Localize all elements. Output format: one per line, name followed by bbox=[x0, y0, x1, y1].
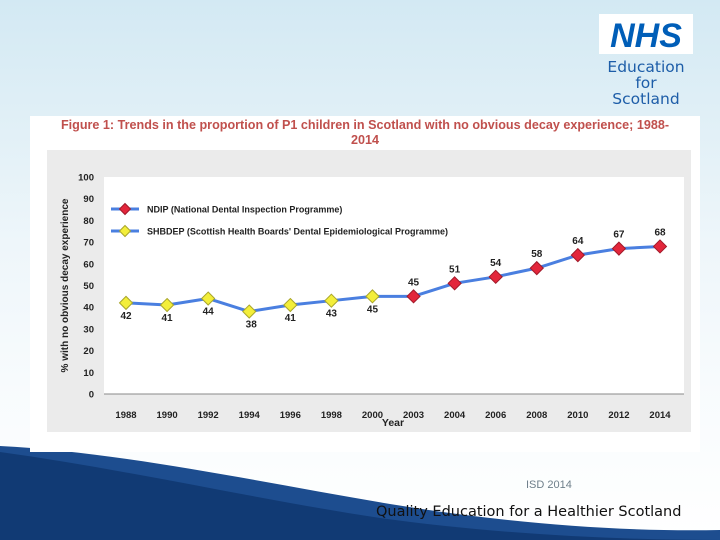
ndip-point bbox=[652, 239, 668, 254]
x-tick-label: 1988 bbox=[115, 410, 136, 421]
y-tick-label: 50 bbox=[83, 281, 94, 292]
logo-line-education: Education bbox=[607, 58, 685, 76]
data-label: 44 bbox=[203, 307, 215, 318]
data-label: 42 bbox=[120, 311, 132, 322]
shbdep-point bbox=[242, 304, 257, 319]
legend-label: SHBDEP (Scottish Health Boards' Dental E… bbox=[147, 227, 448, 237]
x-tick-label: 1998 bbox=[321, 410, 342, 421]
data-label: 54 bbox=[490, 258, 502, 269]
ndip-point bbox=[611, 241, 627, 256]
ndip-point bbox=[447, 276, 462, 291]
ndip-point bbox=[570, 247, 586, 263]
y-tick-label: 100 bbox=[78, 173, 94, 184]
chart-title: Figure 1: Trends in the proportion of P1… bbox=[30, 118, 700, 148]
data-label: 51 bbox=[449, 264, 461, 275]
ndip-point bbox=[488, 269, 503, 285]
data-label: 41 bbox=[162, 313, 174, 324]
ndip-point bbox=[406, 289, 421, 304]
legend-marker bbox=[118, 202, 132, 216]
source-label: ISD 2014 bbox=[526, 479, 572, 491]
data-label: 68 bbox=[654, 227, 666, 238]
y-tick-label: 90 bbox=[83, 194, 94, 205]
data-label: 67 bbox=[613, 230, 625, 241]
logo-line-scotland: Scotland bbox=[612, 90, 680, 108]
data-label: 38 bbox=[246, 320, 258, 331]
y-tick-label: 0 bbox=[89, 390, 94, 401]
nhs-wordmark: NHS bbox=[599, 14, 693, 54]
footer-tagline: Quality Education for a Healthier Scotla… bbox=[376, 504, 682, 520]
y-tick-label: 70 bbox=[83, 238, 94, 249]
x-tick-label: 2010 bbox=[567, 410, 588, 421]
shbdep-point bbox=[283, 297, 298, 313]
x-tick-label: 1994 bbox=[239, 410, 261, 421]
data-label: 45 bbox=[367, 304, 379, 315]
shbdep-point bbox=[324, 293, 339, 308]
plot-area bbox=[104, 177, 684, 394]
legend-label: NDIP (National Dental Inspection Program… bbox=[147, 205, 342, 215]
x-axis-label: Year bbox=[382, 417, 404, 429]
ndip-point bbox=[529, 260, 544, 276]
y-tick-label: 20 bbox=[83, 346, 94, 357]
x-tick-label: 2012 bbox=[608, 410, 629, 421]
shbdep-point bbox=[365, 289, 380, 304]
y-tick-label: 10 bbox=[83, 368, 94, 379]
y-tick-label: 40 bbox=[83, 303, 94, 314]
data-label: 58 bbox=[531, 249, 543, 260]
x-tick-label: 2014 bbox=[649, 410, 671, 421]
x-tick-label: 1996 bbox=[280, 410, 301, 421]
shbdep-point bbox=[118, 295, 134, 311]
x-tick-label: 2008 bbox=[526, 410, 547, 421]
x-tick-label: 2004 bbox=[444, 410, 466, 421]
nhs-education-logo: NHS Education for Scotland bbox=[598, 14, 694, 107]
data-label: 43 bbox=[326, 309, 338, 320]
logo-line-for: for bbox=[635, 74, 657, 92]
y-tick-label: 30 bbox=[83, 324, 94, 335]
x-tick-label: 2006 bbox=[485, 410, 506, 421]
x-tick-label: 2000 bbox=[362, 410, 383, 421]
x-tick-label: 1992 bbox=[198, 410, 219, 421]
legend-marker bbox=[118, 224, 132, 238]
y-axis-label: % with no obvious decay experience bbox=[60, 198, 71, 372]
chart-title-line1: Figure 1: Trends in the proportion of P1… bbox=[60, 118, 670, 132]
data-label: 64 bbox=[572, 236, 584, 247]
data-label: 45 bbox=[408, 277, 420, 288]
x-tick-label: 2003 bbox=[403, 410, 424, 421]
x-tick-label: 1990 bbox=[157, 410, 178, 421]
shbdep-point bbox=[200, 291, 216, 306]
data-label: 41 bbox=[285, 313, 297, 324]
y-tick-label: 60 bbox=[83, 259, 94, 270]
series-line bbox=[125, 244, 661, 314]
svg-text:NHS: NHS bbox=[610, 17, 682, 54]
y-tick-label: 80 bbox=[83, 216, 94, 227]
shbdep-point bbox=[159, 297, 175, 313]
chart-title-line2: 2014 bbox=[350, 133, 380, 147]
